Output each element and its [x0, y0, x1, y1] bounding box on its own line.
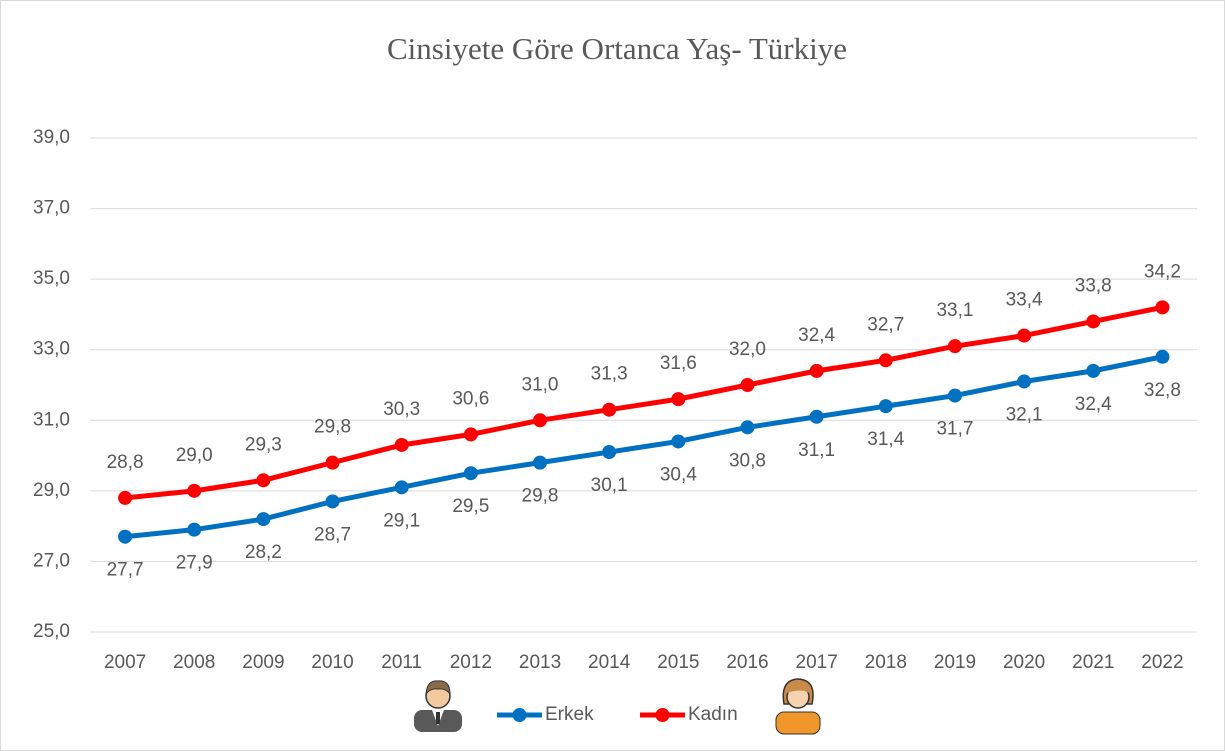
chart-title: Cinsiyete Göre Ortanca Yaş- Türkiye — [387, 31, 847, 66]
data-label: 30,8 — [729, 450, 766, 471]
data-point — [740, 378, 755, 392]
data-point — [325, 494, 340, 509]
data-point — [602, 445, 617, 460]
x-tick-label: 2009 — [242, 652, 284, 673]
series-line — [124, 354, 1163, 540]
legend-marker — [512, 708, 527, 722]
data-label: 30,6 — [452, 388, 489, 409]
data-label: 32,7 — [867, 314, 904, 335]
data-point — [1086, 363, 1101, 378]
female-icon — [775, 678, 821, 735]
data-label: 29,8 — [522, 486, 559, 507]
legend-label: Kadın — [688, 704, 738, 725]
data-label: 31,1 — [798, 440, 835, 461]
y-tick-label: 29,0 — [33, 480, 70, 501]
data-label: 28,7 — [314, 524, 351, 545]
data-point — [1017, 328, 1032, 343]
data-point — [740, 420, 755, 435]
x-tick-label: 2016 — [726, 652, 768, 673]
x-tick-label: 2010 — [311, 652, 353, 673]
x-tick-label: 2008 — [173, 652, 215, 673]
x-tick-label: 2021 — [1072, 652, 1114, 673]
data-label: 27,7 — [107, 560, 144, 581]
data-label: 28,8 — [107, 452, 144, 473]
data-point — [602, 402, 617, 417]
y-tick-label: 25,0 — [33, 621, 70, 642]
data-label: 31,4 — [867, 429, 904, 450]
data-point — [947, 388, 962, 403]
y-tick-label: 35,0 — [33, 268, 70, 289]
data-point — [1017, 374, 1032, 389]
x-tick-label: 2011 — [381, 652, 422, 673]
y-tick-label: 39,0 — [33, 127, 70, 148]
data-point — [118, 529, 133, 544]
data-label: 30,3 — [383, 399, 420, 420]
x-tick-label: 2014 — [588, 652, 631, 673]
series-line — [124, 304, 1163, 501]
data-point — [1086, 314, 1101, 329]
data-label: 29,5 — [452, 496, 489, 517]
data-point — [256, 512, 271, 527]
data-label: 32,4 — [798, 325, 835, 346]
data-point — [187, 483, 202, 498]
x-tick-label: 2020 — [1003, 652, 1045, 673]
data-label: 31,3 — [591, 364, 628, 385]
data-point — [671, 392, 686, 407]
data-label: 29,8 — [314, 417, 351, 438]
data-label: 31,7 — [936, 419, 973, 440]
x-tick-label: 2012 — [450, 652, 492, 673]
x-tick-label: 2007 — [104, 652, 146, 673]
y-tick-label: 27,0 — [33, 550, 70, 571]
data-point — [809, 363, 824, 378]
data-point — [533, 413, 548, 428]
data-label: 32,1 — [1006, 404, 1043, 425]
x-tick-label: 2015 — [657, 652, 699, 673]
data-point — [1155, 300, 1170, 315]
data-label: 30,1 — [591, 475, 628, 496]
data-point — [947, 339, 962, 354]
data-point — [671, 434, 686, 449]
legend-label: Erkek — [545, 704, 594, 725]
data-point — [256, 473, 271, 488]
data-label: 31,6 — [660, 353, 697, 374]
x-tick-label: 2019 — [934, 652, 976, 673]
data-label: 30,4 — [660, 464, 697, 485]
data-label: 33,8 — [1075, 276, 1112, 297]
data-label: 33,4 — [1006, 290, 1043, 311]
y-tick-label: 33,0 — [33, 339, 70, 360]
y-tick-label: 31,0 — [33, 409, 70, 430]
legend-marker — [655, 708, 670, 722]
data-point — [187, 522, 202, 537]
data-label: 29,1 — [383, 510, 420, 531]
data-point — [878, 399, 893, 414]
data-label: 29,0 — [176, 445, 213, 466]
data-point — [533, 455, 548, 470]
data-label: 33,1 — [936, 300, 973, 321]
data-label: 29,3 — [245, 434, 282, 455]
data-point — [394, 480, 409, 495]
data-label: 34,2 — [1144, 261, 1181, 282]
data-point — [809, 409, 824, 424]
x-tick-label: 2018 — [865, 652, 907, 673]
data-point — [325, 455, 340, 470]
y-tick-label: 37,0 — [33, 198, 70, 219]
data-point — [118, 490, 133, 505]
data-point — [463, 427, 478, 442]
data-label: 31,0 — [522, 374, 559, 395]
data-label: 32,4 — [1075, 394, 1112, 415]
data-point — [463, 466, 478, 481]
x-tick-label: 2017 — [796, 652, 838, 673]
data-label: 32,0 — [729, 339, 766, 360]
data-label: 27,9 — [176, 553, 213, 574]
data-point — [1155, 349, 1170, 364]
male-icon — [414, 680, 462, 732]
data-label: 28,2 — [245, 542, 282, 563]
data-point — [878, 353, 893, 368]
x-tick-label: 2022 — [1141, 652, 1183, 673]
data-label: 32,8 — [1144, 380, 1181, 401]
x-tick-label: 2013 — [519, 652, 561, 673]
data-point — [394, 437, 409, 452]
